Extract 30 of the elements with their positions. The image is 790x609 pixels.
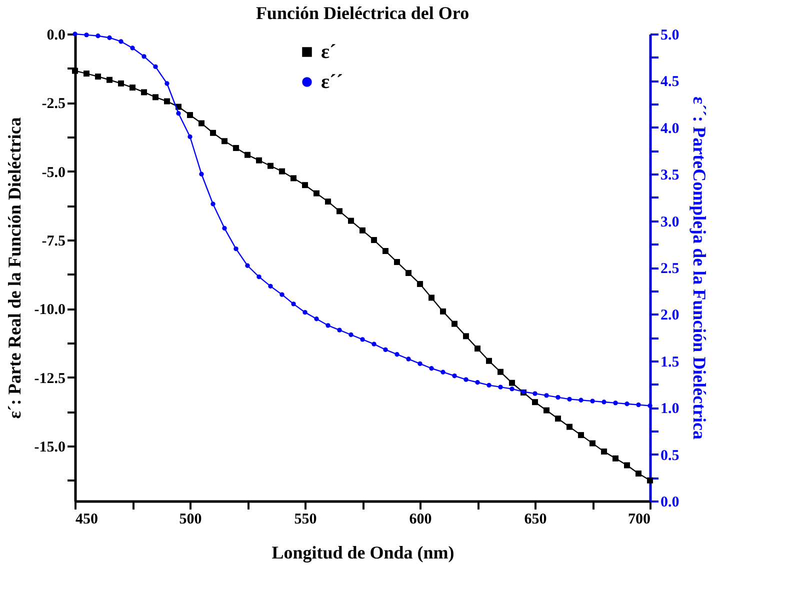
y-tick-label: -7.5: [42, 234, 66, 250]
y-axis-title: ε´: Parte Real de la Función Dieléctrica: [4, 117, 24, 419]
y2-tick-label: 4.0: [660, 120, 680, 137]
y-tick-label: -12.5: [34, 370, 66, 387]
chart-title: Función Dieléctrica del Oro: [256, 3, 470, 23]
y2-tick-label: 3.0: [660, 214, 680, 230]
y-tick-label: 0.0: [46, 28, 66, 44]
y2-tick-label: 5.0: [660, 28, 680, 44]
x-tick-label: 450: [76, 512, 98, 528]
y-tick-label: -10.0: [34, 302, 66, 318]
x-tick-label: 550: [294, 512, 317, 528]
y-tick-label: -2.5: [42, 96, 66, 112]
legend-label: ε´: [321, 41, 336, 63]
y2-tick-label: 1.5: [660, 354, 680, 370]
y2-axis-title: ε´´: ParteCompleja de la Función Dieléctrica: [689, 96, 710, 440]
y2-tick-label: 2.0: [660, 308, 680, 324]
y2-tick-label: 0.5: [660, 448, 680, 464]
y2-tick-label: 1.0: [660, 401, 680, 418]
y2-tick-label: 0.0: [660, 494, 680, 510]
y2-tick-label: 2.5: [660, 261, 680, 277]
x-tick-label: 500: [179, 512, 202, 528]
x-axis-title: Longitud de Onda (nm): [272, 542, 454, 562]
x-tick-label: 600: [409, 512, 432, 528]
y2-tick-label: 4.5: [660, 74, 680, 90]
legend-label: ε´´: [321, 71, 343, 93]
y-tick-label: -5.0: [42, 164, 66, 181]
y-tick-label: -15.0: [34, 440, 66, 456]
x-tick-label: 650: [524, 512, 547, 528]
y2-tick-label: 3.5: [660, 168, 680, 184]
x-tick-label: 700: [628, 512, 650, 528]
